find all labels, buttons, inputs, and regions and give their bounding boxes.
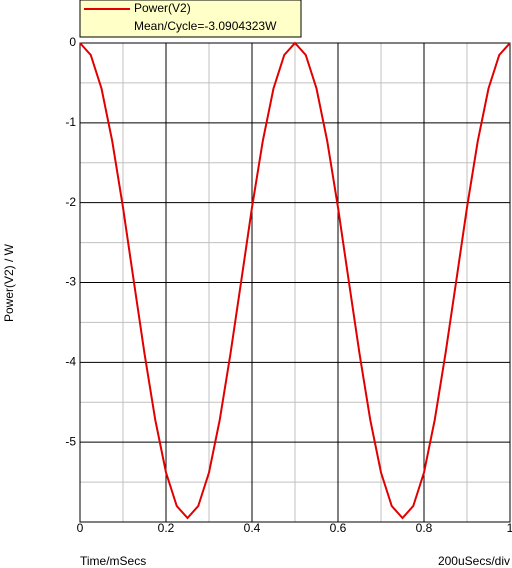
legend-label: Power(V2) xyxy=(134,1,191,15)
x-tick-label: 0 xyxy=(77,521,84,535)
x-tick-label: 0.4 xyxy=(244,521,261,535)
x-tick-label: 1 xyxy=(507,521,512,535)
x-tick-label: 0.2 xyxy=(158,521,175,535)
x-scale-label: 200uSecs/div xyxy=(438,554,510,568)
x-axis-label: Time/mSecs xyxy=(80,554,146,568)
y-tick-label: 0 xyxy=(69,35,76,49)
x-tick-label: 0.6 xyxy=(330,521,347,535)
y-tick-label: -1 xyxy=(65,115,76,129)
y-tick-label: -2 xyxy=(65,195,76,209)
series-line xyxy=(79,41,511,520)
legend-box xyxy=(79,0,302,38)
x-tick-label: 0.8 xyxy=(416,521,433,535)
annotation: Mean/Cycle=-3.0904323W xyxy=(134,19,277,33)
y-tick-label: -3 xyxy=(65,275,76,289)
y-axis-label: Power(V2) / W xyxy=(2,243,16,322)
y-tick-label: -5 xyxy=(65,434,76,448)
y-tick-label: -4 xyxy=(65,355,76,369)
